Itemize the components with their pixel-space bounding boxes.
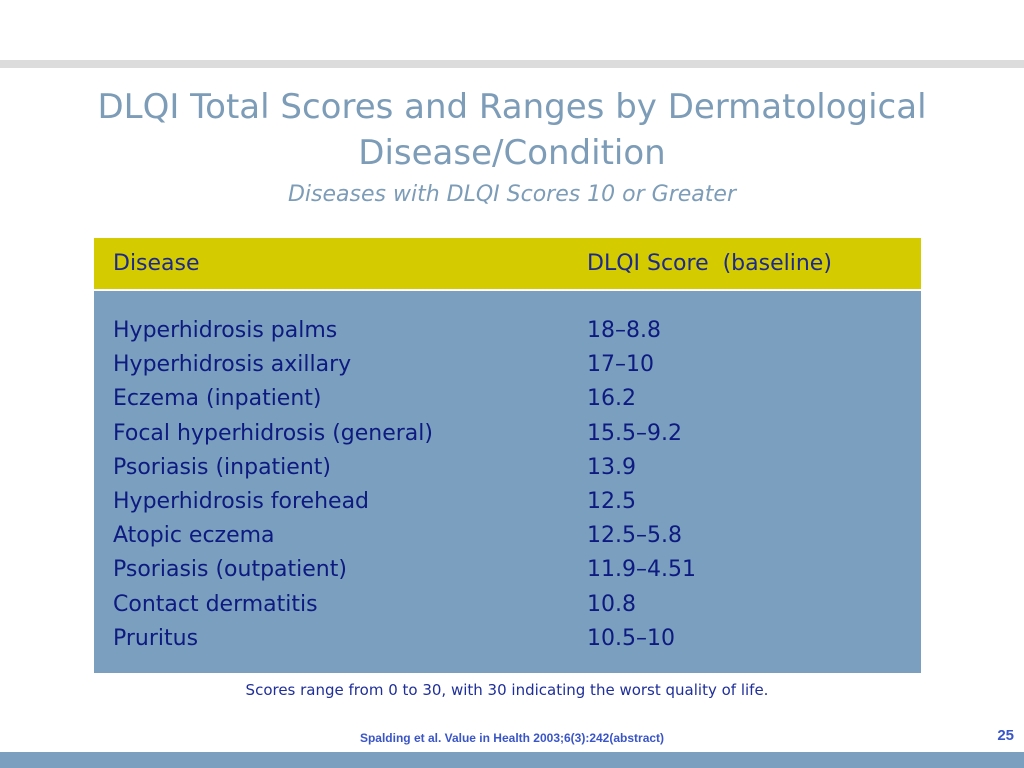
disease-cell: Hyperhidrosis axillary <box>113 352 352 378</box>
slide-title: DLQI Total Scores and Ranges by Dermatol… <box>0 84 1024 176</box>
table-row: Hyperhidrosis axillary 17–10 <box>94 350 921 384</box>
disease-cell: Hyperhidrosis palms <box>113 318 338 343</box>
footnote: Scores range from 0 to 30, with 30 indic… <box>245 681 769 699</box>
header-dlqi-score: DLQI Score (baseline) <box>587 251 832 276</box>
table-header: Disease DLQI Score (baseline) <box>94 238 921 291</box>
table-row: Hyperhidrosis palms 18–8.8 <box>94 316 921 350</box>
table-row: Psoriasis (inpatient) 13.9 <box>94 453 921 487</box>
slide-subtitle: Diseases with DLQI Scores 10 or Greater <box>287 182 736 207</box>
disease-cell: Hyperhidrosis forehead <box>113 488 370 514</box>
score-cell: 15.5–9.2 <box>587 420 682 446</box>
top-divider <box>0 60 1024 68</box>
table-row: Contact dermatitis 10.8 <box>94 590 921 624</box>
page-number: 25 <box>997 727 1014 744</box>
scores-table: Disease DLQI Score (baseline) Hyperhidro… <box>94 238 921 673</box>
score-cell: 13.9 <box>587 454 636 480</box>
table-row: Focal hyperhidrosis (general) 15.5–9.2 <box>94 419 921 453</box>
disease-cell: Atopic eczema <box>113 523 275 549</box>
score-cell: 10.5–10 <box>587 625 675 651</box>
score-cell: 16.2 <box>587 386 636 412</box>
disease-cell: Psoriasis (inpatient) <box>113 454 331 480</box>
score-cell: 10.8 <box>587 591 636 617</box>
table-row: Psoriasis (outpatient) 11.9–4.51 <box>94 555 921 589</box>
disease-cell: Psoriasis (outpatient) <box>113 557 347 583</box>
score-cell: 17–10 <box>587 352 654 378</box>
disease-cell: Eczema (inpatient) <box>113 386 322 412</box>
header-disease: Disease <box>113 251 200 276</box>
table-row: Atopic eczema 12.5–5.8 <box>94 521 921 555</box>
table-body: Hyperhidrosis palms 18–8.8 Hyperhidrosis… <box>94 316 921 658</box>
score-cell: 12.5 <box>587 488 636 514</box>
bottom-bar <box>0 752 1024 768</box>
title-line-1: DLQI Total Scores and Ranges by Dermatol… <box>97 87 927 127</box>
disease-cell: Contact dermatitis <box>113 591 318 617</box>
citation: Spalding et al. Value in Health 2003;6(3… <box>359 731 665 745</box>
table-row: Hyperhidrosis forehead 12.5 <box>94 487 921 521</box>
score-cell: 11.9–4.51 <box>587 557 696 583</box>
table-row: Pruritus 10.5–10 <box>94 624 921 658</box>
score-cell: 18–8.8 <box>587 318 661 343</box>
disease-cell: Focal hyperhidrosis (general) <box>113 420 433 446</box>
title-line-2: Disease/Condition <box>358 133 666 173</box>
disease-cell: Pruritus <box>113 625 199 651</box>
table-row: Eczema (inpatient) 16.2 <box>94 384 921 418</box>
score-cell: 12.5–5.8 <box>587 523 682 549</box>
